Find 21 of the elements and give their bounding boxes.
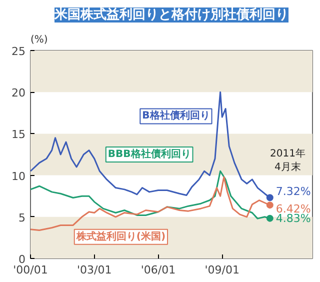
y-axis-title: (%) — [30, 34, 48, 46]
point — [266, 214, 274, 222]
text: BBB格社債利回り — [108, 148, 191, 160]
y-tick-label: 15 — [12, 128, 26, 142]
y-tick-label: 25 — [12, 45, 26, 58]
y-tick-label: 10 — [12, 170, 26, 183]
data-label: 7.32% — [276, 185, 311, 198]
series-label: 株式益利回り(米国) — [75, 230, 166, 242]
y-tick-label: 5 — [18, 211, 26, 224]
annotation: 2011年 4月末 — [270, 148, 306, 173]
series-label: B格社債利回り — [142, 110, 210, 122]
point — [266, 202, 274, 209]
x-tick-label: '06/01 — [140, 264, 176, 276]
y-tick-label: 20 — [12, 86, 26, 100]
x-tick-label: '03/01 — [77, 264, 112, 276]
point — [266, 194, 274, 202]
x-tick-label: '09/01 — [204, 264, 240, 276]
data-label: 4.83% — [276, 212, 311, 225]
y-tick-label: 0 — [18, 253, 26, 266]
chart-title: 米国株式益利回りと格付け別社債利回り — [54, 6, 288, 22]
x-tick-label: '00/01 — [13, 264, 48, 276]
